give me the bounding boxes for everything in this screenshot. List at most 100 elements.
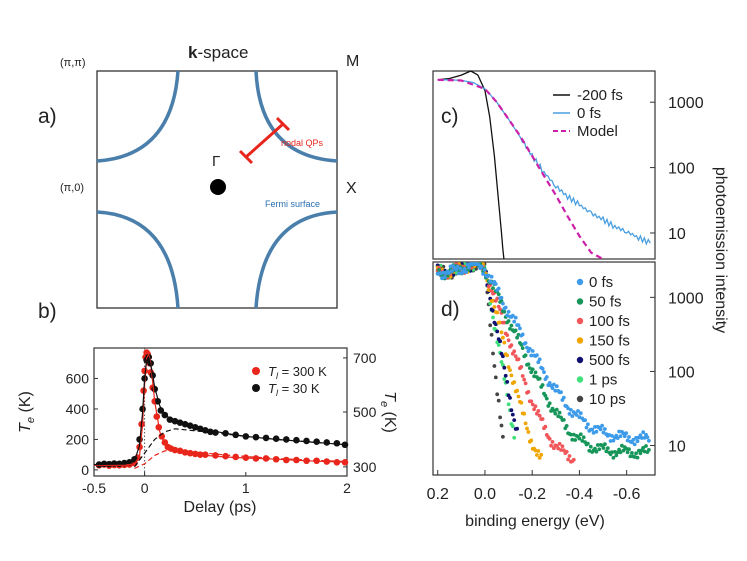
d-point-100-fs bbox=[509, 343, 514, 348]
d-point-0-fs bbox=[600, 423, 604, 428]
d-point-0-fs bbox=[559, 390, 563, 395]
d-point-150-fs bbox=[502, 340, 507, 345]
d-point-150-fs bbox=[519, 400, 524, 405]
d-point-50-fs bbox=[554, 407, 559, 412]
d-point-50-fs bbox=[597, 447, 602, 452]
d-point-100-fs bbox=[550, 440, 555, 444]
legend-50-fs: 50 fs bbox=[589, 294, 622, 311]
fermi-arc-bottom-right bbox=[254, 210, 338, 309]
d-point-50-fs bbox=[577, 436, 582, 441]
d-point-50-fs bbox=[552, 408, 556, 413]
fermi-arc-top-right bbox=[254, 70, 338, 163]
d-point-0-fs bbox=[584, 425, 589, 430]
panel-d-frame bbox=[432, 261, 656, 476]
d-point-50-fs bbox=[586, 441, 590, 446]
d-point-50-fs bbox=[437, 268, 441, 272]
b-ytick-right-label: 700 bbox=[353, 350, 377, 366]
panel-c-marks bbox=[437, 70, 651, 260]
d-point-100-fs bbox=[512, 349, 517, 354]
point-30-k-data bbox=[282, 436, 290, 443]
nodal-qp-marker bbox=[238, 116, 291, 165]
d-point-150-fs bbox=[516, 394, 521, 399]
d-point-50-fs bbox=[647, 448, 651, 452]
legend-10-ps: 10 ps bbox=[589, 391, 626, 408]
d-point-50-fs bbox=[537, 376, 542, 381]
d-point-0-fs bbox=[603, 427, 607, 431]
d-point-50-fs bbox=[509, 323, 514, 328]
d-point-50-fs bbox=[644, 444, 648, 448]
d-point-0-fs bbox=[461, 269, 466, 274]
panel-c-frame bbox=[432, 70, 656, 260]
d-point-150-fs bbox=[523, 421, 528, 426]
panel-b-axes: -0.5 0 1 2 0 200 400 600 300 500 700 bbox=[66, 350, 377, 496]
d-point-100-fs bbox=[549, 443, 553, 448]
d-point-50-fs bbox=[520, 346, 525, 350]
d-point-50-fs bbox=[502, 309, 507, 314]
panel-d-marks bbox=[435, 262, 651, 464]
d-point-50-fs bbox=[544, 396, 549, 401]
d-point-0-fs bbox=[583, 418, 587, 423]
d-point-0-fs bbox=[542, 370, 546, 374]
legend-marker-500-fs bbox=[576, 356, 584, 364]
d-point-50-fs bbox=[610, 450, 614, 454]
fermi-surface-arcs bbox=[96, 70, 338, 309]
d-point-10-ps bbox=[499, 423, 504, 428]
d-point-100-fs bbox=[552, 446, 556, 451]
d-point-0-fs bbox=[639, 436, 644, 440]
d-point-150-fs bbox=[495, 310, 500, 315]
d-point-0-fs bbox=[481, 272, 485, 276]
d-point-10-ps bbox=[495, 392, 500, 397]
d-point-150-fs bbox=[522, 411, 527, 416]
d-point-150-fs bbox=[492, 305, 497, 309]
d-point-0-fs bbox=[576, 409, 580, 413]
d-point-0-fs bbox=[510, 313, 515, 318]
d-point-100-fs bbox=[571, 457, 576, 462]
d-point-1-ps bbox=[502, 377, 507, 381]
legend-marker-50-fs bbox=[576, 298, 584, 305]
d-point-0-fs bbox=[635, 439, 640, 444]
legend-300k-marker bbox=[252, 367, 260, 375]
d-point-100-fs bbox=[523, 381, 528, 386]
d-point-100-fs bbox=[522, 377, 527, 382]
d-point-0-fs bbox=[570, 414, 575, 418]
d-point-500-fs bbox=[512, 418, 517, 422]
d-point-0-fs bbox=[615, 436, 620, 440]
point-30-k-data bbox=[333, 439, 341, 447]
d-point-50-fs bbox=[615, 450, 620, 455]
d-point-0-fs bbox=[501, 301, 505, 306]
d-point-100-fs bbox=[561, 448, 566, 453]
panel-b-ylabel-left: Te (K) bbox=[17, 391, 37, 433]
d-point-50-fs bbox=[641, 445, 646, 450]
fermi-surface-label: Fermi surface bbox=[265, 199, 320, 209]
d-point-50-fs bbox=[570, 437, 575, 442]
d-point-100-fs bbox=[498, 307, 502, 312]
c-series-model bbox=[437, 78, 604, 260]
d-point-0-fs bbox=[621, 431, 626, 436]
d-point-0-fs bbox=[513, 315, 518, 320]
d-point-1-ps bbox=[506, 402, 511, 407]
d-point-50-fs bbox=[628, 454, 633, 459]
d-ytick-label: 1000 bbox=[668, 290, 704, 307]
d-point-0-fs bbox=[450, 269, 454, 273]
gamma-point bbox=[210, 179, 226, 195]
d-point-100-fs bbox=[506, 338, 511, 343]
d-point-0-fs bbox=[547, 381, 552, 385]
panel-c: c) 1000 100 10 -200 fs 0 fs Model bbox=[432, 70, 704, 260]
d-point-150-fs bbox=[491, 298, 495, 303]
d-point-100-fs bbox=[537, 413, 542, 418]
d-point-50-fs bbox=[561, 418, 566, 422]
d-point-50-fs bbox=[564, 424, 569, 428]
d-point-1-ps bbox=[491, 315, 495, 320]
d-point-0-fs bbox=[518, 326, 522, 331]
d-point-50-fs bbox=[611, 455, 616, 460]
panel-b-ylabel-right: Te (K) bbox=[378, 391, 398, 433]
d-point-150-fs bbox=[499, 330, 504, 335]
panel-a-label: a) bbox=[38, 105, 57, 128]
d-point-0-fs bbox=[438, 271, 443, 276]
d-point-0-fs bbox=[535, 353, 539, 358]
b-ytick-left-label: 400 bbox=[66, 401, 90, 417]
d-point-50-fs bbox=[595, 443, 600, 447]
photoemission-ylabel: photoemission intensity bbox=[712, 167, 729, 333]
d-point-1-ps bbox=[496, 343, 501, 347]
